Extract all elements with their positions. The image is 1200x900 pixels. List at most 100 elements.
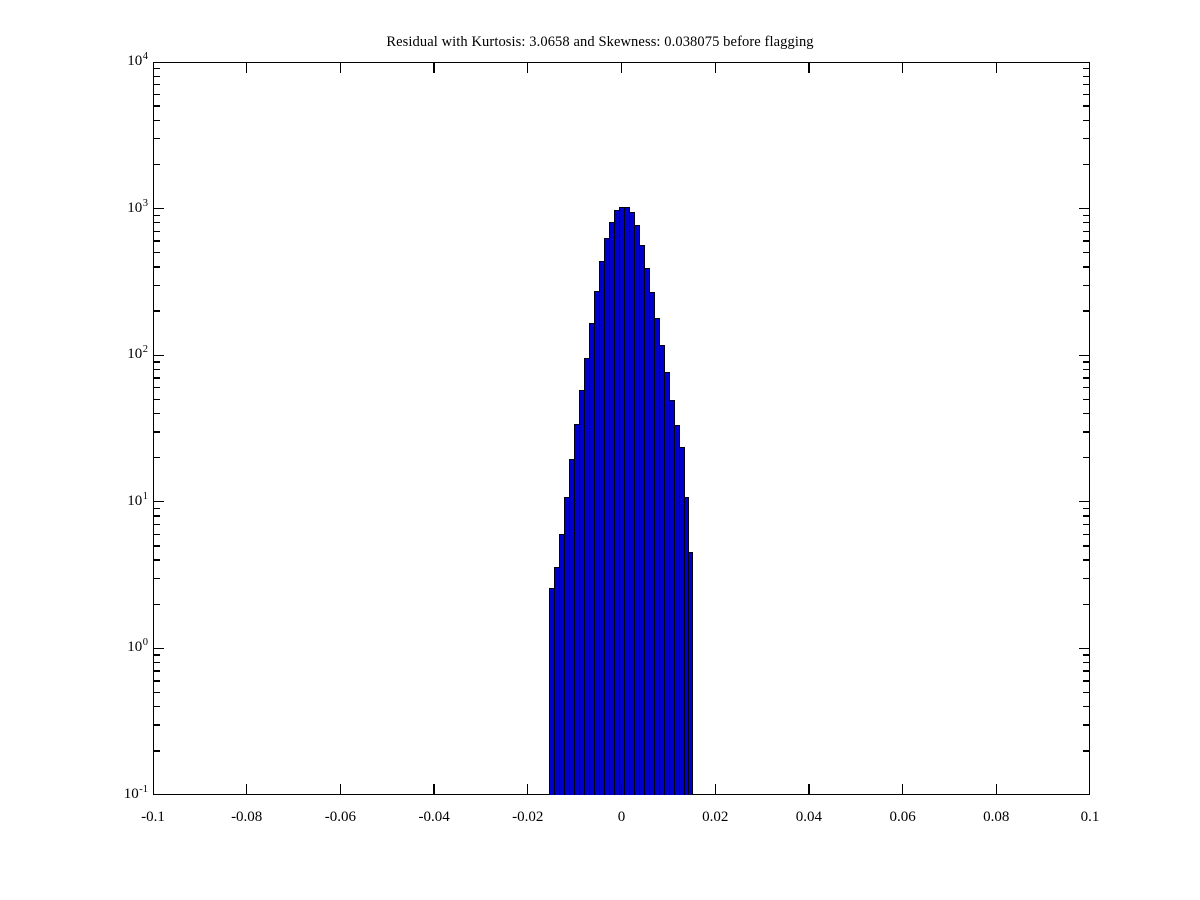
- y-tick-label: 101: [108, 491, 148, 510]
- y-minor-tick: [153, 750, 160, 752]
- y-major-tick: [153, 62, 164, 63]
- x-tick-label: 0.04: [795, 809, 823, 825]
- y-tick-exponent: 2: [142, 344, 148, 356]
- y-minor-tick: [153, 691, 160, 694]
- x-major-tick: [808, 62, 810, 73]
- plot-area: [153, 62, 1090, 795]
- x-major-tick: [995, 784, 997, 795]
- y-tick-mantissa: 10: [127, 492, 143, 509]
- y-minor-tick: [153, 456, 160, 459]
- y-major-tick: [1079, 354, 1090, 356]
- y-minor-tick: [153, 214, 160, 216]
- y-major-tick: [1079, 501, 1090, 503]
- y-minor-tick: [153, 577, 160, 580]
- y-major-tick: [153, 501, 164, 503]
- x-tick-label: 0.1: [1080, 809, 1100, 825]
- y-minor-tick: [153, 361, 160, 363]
- y-minor-tick: [153, 523, 160, 526]
- y-minor-tick: [153, 533, 160, 535]
- y-minor-tick: [1083, 750, 1090, 752]
- y-minor-tick: [1083, 559, 1090, 561]
- x-tick-label: 0.02: [702, 809, 729, 825]
- y-major-tick: [1079, 62, 1090, 63]
- x-major-tick: [339, 62, 342, 73]
- y-minor-tick: [1083, 84, 1090, 86]
- y-minor-tick: [153, 545, 160, 547]
- y-minor-tick: [1083, 661, 1090, 664]
- y-minor-tick: [1083, 361, 1090, 363]
- x-tick-label: -0.08: [231, 809, 263, 825]
- y-minor-tick: [1083, 310, 1090, 312]
- y-minor-tick: [153, 387, 160, 389]
- y-minor-tick: [1083, 93, 1090, 96]
- y-major-tick: [153, 647, 164, 650]
- y-minor-tick: [1083, 515, 1090, 517]
- y-minor-tick: [1083, 398, 1090, 401]
- y-minor-tick: [1083, 119, 1090, 122]
- y-minor-tick: [1083, 670, 1090, 672]
- x-major-tick: [433, 784, 435, 795]
- y-minor-tick: [153, 377, 160, 379]
- y-minor-tick: [1083, 68, 1090, 70]
- y-minor-tick: [153, 603, 160, 605]
- y-tick-exponent: 0: [142, 637, 148, 649]
- y-minor-tick: [153, 515, 160, 517]
- x-major-tick: [527, 784, 529, 795]
- y-minor-tick: [1083, 163, 1090, 166]
- y-major-tick: [1079, 794, 1090, 795]
- y-major-tick: [1079, 647, 1090, 650]
- x-tick-label: -0.02: [512, 809, 544, 825]
- y-major-tick: [153, 207, 164, 210]
- x-major-tick: [714, 784, 716, 795]
- y-minor-tick: [1083, 222, 1090, 224]
- chart-title: Residual with Kurtosis: 3.0658 and Skewn…: [386, 34, 814, 50]
- x-tick-label: 0: [617, 809, 626, 825]
- y-minor-tick: [153, 284, 160, 286]
- y-tick-mantissa: 10: [127, 53, 143, 69]
- y-minor-tick: [1083, 507, 1090, 510]
- x-tick-label: 0.06: [889, 809, 916, 825]
- y-minor-tick: [153, 75, 160, 77]
- y-minor-tick: [153, 252, 160, 254]
- x-major-tick: [527, 62, 529, 73]
- y-minor-tick: [153, 266, 160, 268]
- x-tick-label: -0.06: [324, 809, 357, 825]
- y-minor-tick: [1083, 577, 1090, 580]
- x-major-tick: [246, 784, 248, 795]
- x-major-tick: [808, 784, 810, 795]
- y-tick-mantissa: 10: [127, 639, 143, 656]
- y-minor-tick: [153, 310, 160, 312]
- x-tick-label: -0.1: [141, 809, 165, 825]
- y-minor-tick: [153, 163, 160, 166]
- y-minor-tick: [153, 412, 160, 415]
- histogram-bar: [688, 552, 693, 795]
- y-minor-tick: [1083, 654, 1090, 656]
- x-major-tick: [620, 62, 623, 73]
- x-major-tick: [339, 784, 342, 795]
- y-minor-tick: [153, 398, 160, 401]
- x-major-tick: [901, 62, 904, 73]
- y-tick-mantissa: 10: [127, 346, 143, 363]
- y-minor-tick: [153, 680, 160, 682]
- y-minor-tick: [153, 559, 160, 561]
- y-minor-tick: [1083, 706, 1090, 708]
- y-minor-tick: [1083, 680, 1090, 682]
- y-minor-tick: [1083, 387, 1090, 389]
- y-minor-tick: [153, 654, 160, 656]
- x-major-tick: [153, 784, 154, 795]
- y-minor-tick: [1083, 523, 1090, 526]
- y-minor-tick: [1083, 75, 1090, 77]
- y-minor-tick: [1083, 603, 1090, 605]
- y-minor-tick: [153, 240, 160, 242]
- y-minor-tick: [1083, 266, 1090, 268]
- y-minor-tick: [153, 84, 160, 86]
- y-minor-tick: [153, 230, 160, 232]
- y-tick-exponent: 4: [142, 51, 148, 62]
- x-major-tick: [433, 62, 435, 73]
- y-tick-exponent: 3: [142, 197, 148, 209]
- y-minor-tick: [1083, 431, 1090, 433]
- y-minor-tick: [153, 119, 160, 122]
- y-tick-exponent: 1: [142, 490, 148, 502]
- y-minor-tick: [1083, 724, 1090, 726]
